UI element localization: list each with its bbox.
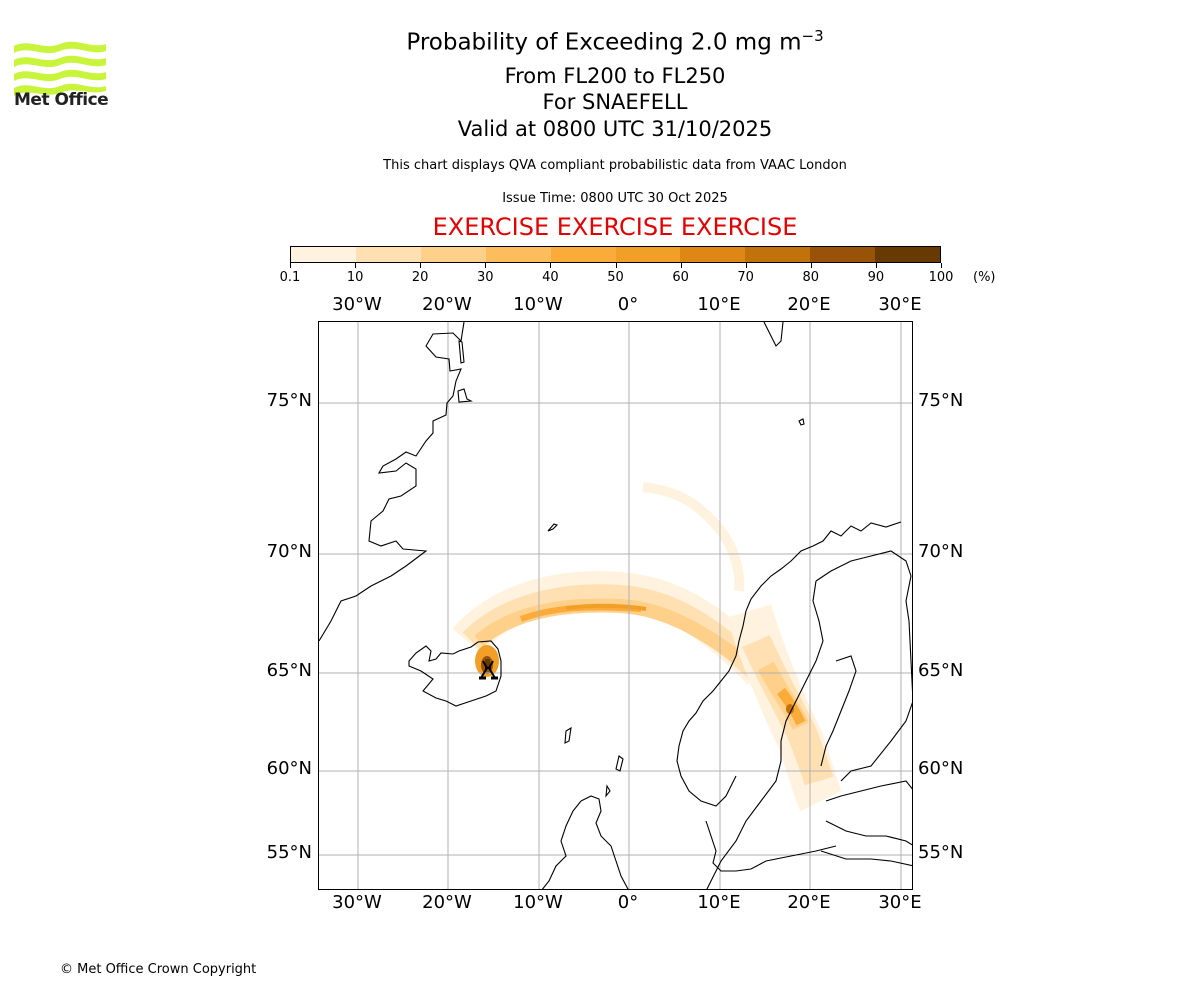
- colorbar-unit: (%): [973, 270, 996, 285]
- colorbar-segment: [810, 247, 876, 262]
- longitude-label: 0°: [617, 892, 639, 913]
- colorbar-tick-label: 0.1: [279, 270, 301, 285]
- colorbar-segment: [615, 247, 681, 262]
- map-panel[interactable]: [318, 321, 913, 890]
- copyright-notice: © Met Office Crown Copyright: [60, 962, 257, 977]
- colorbar-tick-label: 30: [477, 270, 494, 285]
- longitude-label: 20°E: [787, 892, 831, 913]
- colorbar-tick-label: 20: [411, 270, 429, 285]
- volcano-symbol-icon: [479, 660, 498, 680]
- colorbar-segment: [420, 247, 486, 262]
- latitude-label: 70°N: [266, 541, 312, 562]
- colorbar-tick-label: 80: [802, 270, 820, 285]
- colorbar-tick: [875, 263, 877, 268]
- colorbar-tick: [485, 263, 487, 268]
- colorbar-tick-label: 50: [607, 270, 624, 285]
- colorbar-segment: [875, 247, 941, 262]
- colorbar-tick-label: 90: [867, 270, 885, 285]
- colorbar-tick: [290, 263, 291, 268]
- latitude-label: 65°N: [266, 660, 312, 681]
- latitude-label: 75°N: [918, 390, 964, 411]
- longitude-label: 10°W: [513, 294, 563, 315]
- longitude-label: 10°E: [697, 294, 741, 315]
- colorbar-tick-label: 60: [672, 270, 689, 285]
- colorbar-tick: [355, 263, 357, 268]
- colorbar-tick: [810, 263, 812, 268]
- longitude-label: 30°E: [878, 892, 922, 913]
- latitude-label: 75°N: [266, 390, 312, 411]
- longitude-label: 30°W: [332, 294, 382, 315]
- map-canvas: [319, 322, 912, 889]
- issue-time: Issue Time: 0800 UTC 30 Oct 2025: [502, 191, 728, 206]
- colorbar-segment: [485, 247, 551, 262]
- colorbar-tick: [550, 263, 552, 268]
- chart-title: Probability of Exceeding 2.0 mg m−3: [406, 27, 824, 56]
- colorbar-tick-label: 70: [737, 270, 754, 285]
- colorbar-tick: [680, 263, 682, 268]
- data-source-note: This chart displays QVA compliant probab…: [383, 158, 847, 173]
- latitude-label: 55°N: [918, 842, 964, 863]
- met-office-logo-text: Met Office: [14, 90, 109, 110]
- colorbar-tick: [941, 263, 942, 268]
- met-office-waves-icon: [14, 41, 106, 96]
- longitude-label: 10°E: [697, 892, 741, 913]
- colorbar-tick: [745, 263, 747, 268]
- longitude-label: 20°E: [787, 294, 831, 315]
- ash-plume: [452, 482, 842, 812]
- longitude-label: 20°W: [422, 294, 472, 315]
- colorbar-segment: [745, 247, 811, 262]
- coastlines: [319, 322, 912, 889]
- latitude-label: 60°N: [266, 758, 312, 779]
- flight-level-range: From FL200 to FL250: [504, 64, 726, 88]
- graticule: [319, 322, 912, 889]
- colorbar-tick-label: 40: [542, 270, 559, 285]
- latitude-label: 65°N: [918, 660, 964, 681]
- colorbar-tick-label: 10: [346, 270, 364, 285]
- colorbar-segment: [291, 247, 356, 262]
- colorbar-tick-label: 100: [928, 270, 954, 285]
- latitude-label: 55°N: [266, 842, 312, 863]
- colorbar-tick: [420, 263, 422, 268]
- colorbar-segment: [550, 247, 616, 262]
- valid-time: Valid at 0800 UTC 31/10/2025: [457, 117, 773, 141]
- latitude-label: 60°N: [918, 758, 964, 779]
- longitude-label: 30°W: [332, 892, 382, 913]
- volcano-name: For SNAEFELL: [542, 90, 688, 114]
- longitude-label: 30°E: [878, 294, 922, 315]
- longitude-label: 10°W: [513, 892, 563, 913]
- colorbar-tick: [615, 263, 617, 268]
- longitude-label: 20°W: [422, 892, 472, 913]
- longitude-label: 0°: [617, 294, 639, 315]
- colorbar-segment: [680, 247, 746, 262]
- latitude-label: 70°N: [918, 541, 964, 562]
- colorbar-segment: [355, 247, 421, 262]
- exercise-banner: EXERCISE EXERCISE EXERCISE: [432, 213, 798, 241]
- probability-colorbar: [290, 246, 941, 263]
